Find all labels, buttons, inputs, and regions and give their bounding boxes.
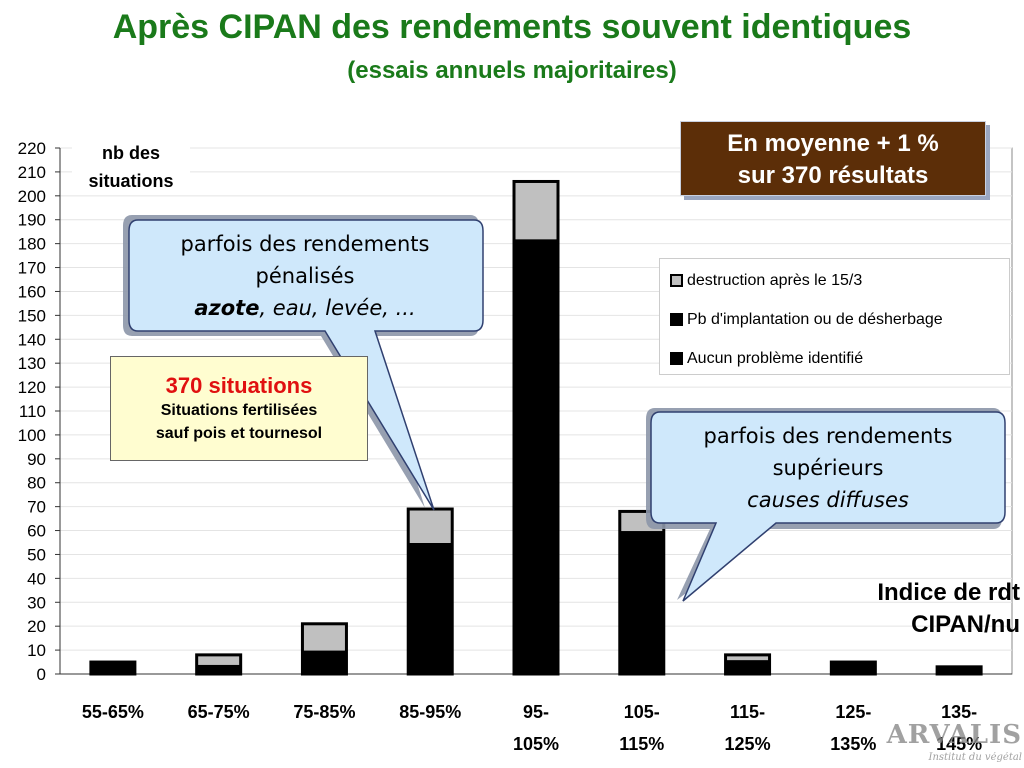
chart-subtitle: (essais annuels majoritaires) <box>347 57 677 84</box>
bar-outline <box>935 665 983 676</box>
bar-outline <box>195 653 243 676</box>
y-axis-label: nb des situations <box>72 139 190 195</box>
x-tick-label: 65-75% <box>188 702 250 722</box>
average-line2: sur 370 résultats <box>737 162 929 189</box>
y-tick-label: 20 <box>27 617 46 636</box>
bar-outline <box>406 507 454 676</box>
bar-segment-1 <box>725 659 771 675</box>
x-tick-label: 105% <box>513 734 559 754</box>
legend: destruction après le 15/3 Pb d'implantati… <box>659 258 1010 375</box>
x-tick-label: 125- <box>835 702 871 722</box>
y-tick-label: 0 <box>37 665 46 684</box>
callout-superior-line1: parfois des rendements <box>703 424 953 448</box>
info-line2: sauf pois et tournesol <box>155 425 323 442</box>
bar-segment-3 <box>407 508 453 544</box>
bar-outline <box>724 653 772 676</box>
logo-main: ARVALIS <box>886 720 1022 750</box>
y-tick-label: 70 <box>27 498 46 517</box>
logo-sub: Institut du végétal <box>928 752 1022 763</box>
bar-segment-2 <box>301 649 347 661</box>
x-tick-label: 135% <box>830 734 876 754</box>
y-tick-label: 140 <box>18 330 46 349</box>
callout-penalized-bubble <box>128 219 484 511</box>
callout-penalized: parfois des rendements pénalisés azote, … <box>135 228 475 324</box>
callout-superior-line3: causes diffuses <box>747 488 909 512</box>
x-tick-label: 55-65% <box>82 702 144 722</box>
x-axis-caption-line2: CIPAN/nu <box>911 611 1020 638</box>
y-tick-label: 100 <box>18 426 46 445</box>
y-tick-label: 190 <box>18 211 46 230</box>
y-tick-label: 200 <box>18 187 46 206</box>
bar-segment-1 <box>301 659 347 675</box>
chart-title: Après CIPAN des rendements souvent ident… <box>112 8 912 46</box>
bar-outline <box>512 179 560 676</box>
bar-outline <box>300 622 348 676</box>
callout-superior-line2: supérieurs <box>772 456 884 480</box>
bar-outline <box>618 509 666 676</box>
legend-label: destruction après le 15/3 <box>687 272 863 289</box>
legend-swatch <box>670 352 683 365</box>
y-tick-label: 160 <box>18 282 46 301</box>
info-count: 370 situations <box>165 373 313 398</box>
callout-penalized-line2: pénalisés <box>255 264 355 288</box>
x-axis-caption-line1: Indice de rdt <box>877 579 1020 606</box>
callout-superior: parfois des rendements supérieurs causes… <box>658 420 998 516</box>
callout-penalized-line1: parfois des rendements <box>180 232 430 256</box>
x-tick-label: 85-95% <box>399 702 461 722</box>
x-axis-ticks: 55-65% 65-75% 75-85% 85-95% 95- 105% 105- 115% 1… <box>82 702 982 754</box>
x-tick-label: 115% <box>619 734 664 754</box>
callout-penalized-rest: , eau, levée, ... <box>259 296 416 320</box>
bar-segment-1 <box>830 661 876 675</box>
bar-segment-1 <box>407 565 453 675</box>
x-tick-label: 115- <box>730 702 765 722</box>
y-tick-label: 30 <box>27 593 46 612</box>
y-tick-label: 90 <box>27 450 46 469</box>
bars <box>89 179 983 676</box>
y-tick-label: 50 <box>27 545 46 564</box>
x-axis-caption: Indice de rdt CIPAN/nu <box>800 577 1020 641</box>
bar-segment-3 <box>513 180 559 240</box>
y-tick-label: 40 <box>27 569 46 588</box>
y-tick-label: 180 <box>18 235 46 254</box>
y-tick-label: 150 <box>18 306 46 325</box>
info-line1: Situations fertilisées <box>160 402 318 419</box>
x-tick-label: 125% <box>725 734 771 754</box>
legend-label: Pb d'implantation ou de désherbage <box>687 311 943 328</box>
y-tick-label: 210 <box>18 163 46 182</box>
legend-swatch <box>670 313 683 326</box>
bar-segment-2 <box>407 542 453 567</box>
y-tick-label: 110 <box>19 402 46 421</box>
y-tick-label: 220 <box>18 139 46 158</box>
bar-outline <box>829 660 877 676</box>
callout-penalized-bold: azote <box>194 296 260 320</box>
info-box: 370 situations Situations fertilisées sa… <box>110 356 368 461</box>
legend-label: Aucun problème identifié <box>687 350 864 367</box>
callout-penalized-line3: azote, eau, levée, ... <box>135 292 475 324</box>
y-tick-label: 80 <box>27 474 46 493</box>
callout-superior-bubble <box>650 411 1006 602</box>
x-tick-label: 75-85% <box>293 702 355 722</box>
y-tick-label: 130 <box>18 354 46 373</box>
average-box: En moyenne + 1 % sur 370 résultats <box>680 121 986 196</box>
y-tick-label: 120 <box>18 378 46 397</box>
bar-segment-1 <box>619 542 665 675</box>
legend-swatch <box>670 274 683 287</box>
bar-segment-3 <box>301 623 347 651</box>
x-tick-label: 95- <box>523 702 549 722</box>
bar-outline <box>89 660 137 676</box>
bar-segment-1 <box>513 262 559 675</box>
x-tick-label: 105- <box>624 702 660 722</box>
average-line1: En moyenne + 1 % <box>727 130 939 157</box>
y-tick-label: 10 <box>27 641 46 660</box>
bar-segment-2 <box>619 530 665 544</box>
x-tick-label: 145% <box>936 734 982 754</box>
y-tick-label: 170 <box>18 259 46 278</box>
y-tick-label: 60 <box>27 522 46 541</box>
bar-segment-2 <box>513 238 559 264</box>
bar-segment-1 <box>90 661 136 675</box>
logo: ARVALIS Institut du végétal <box>887 718 1024 768</box>
x-tick-label: 135- <box>941 702 977 722</box>
